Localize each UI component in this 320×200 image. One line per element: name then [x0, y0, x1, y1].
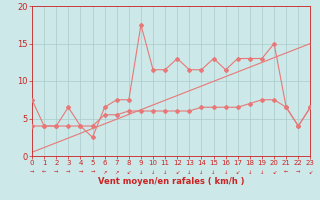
X-axis label: Vent moyen/en rafales ( km/h ): Vent moyen/en rafales ( km/h ) — [98, 177, 244, 186]
